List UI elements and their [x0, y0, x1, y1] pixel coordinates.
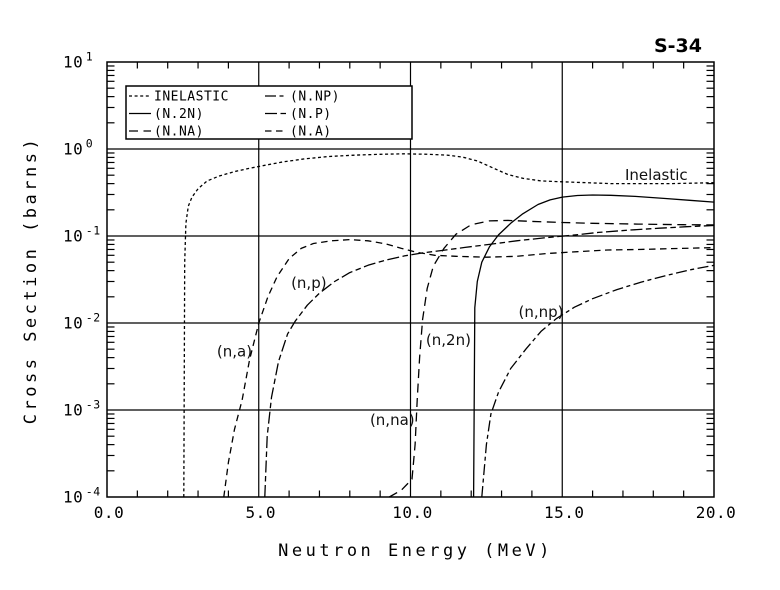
x-axis-title: Neutron Energy (MeV) — [278, 541, 553, 561]
legend-label-INELASTIC: INELASTIC — [154, 90, 229, 105]
curve-label-(n,2n): (n,2n) — [426, 331, 471, 349]
legend-label-(N.2N): (N.2N) — [154, 107, 204, 122]
x-tick-label-5.0: 5.0 — [246, 503, 276, 522]
y-tick-label-1e-1: 10 -1 — [63, 224, 101, 246]
x-tick-label-10.0: 10.0 — [392, 503, 433, 522]
x-tick-label-0.0: 0.0 — [94, 503, 124, 522]
legend-label-(N.A): (N.A) — [290, 125, 332, 140]
y-axis-title: Cross Section (barns) — [21, 136, 41, 424]
legend-label-(N.P): (N.P) — [290, 107, 332, 122]
curve-n2n — [472, 194, 715, 498]
legend-box — [125, 85, 413, 140]
curve-na — [223, 238, 715, 498]
plot-title: S-34 — [653, 35, 702, 57]
curve-label-(n,p): (n,p) — [291, 274, 327, 292]
curve-inelastic — [183, 153, 715, 498]
curve-nnp — [481, 264, 715, 498]
y-tick-label-1e-2: 10 -2 — [63, 311, 101, 333]
y-tick-label-1e-3: 10 -3 — [63, 398, 101, 420]
legend-label-(N.NA): (N.NA) — [154, 125, 204, 140]
x-tick-label-20.0: 20.0 — [696, 503, 737, 522]
curve-label-(n,np): (n,np) — [518, 303, 563, 321]
curve-label-Inelastic: Inelastic — [625, 166, 688, 184]
curve-np — [264, 224, 715, 498]
y-tick-label-1e0: 10 0 — [63, 137, 93, 159]
legend-label-(N.NP): (N.NP) — [290, 90, 340, 105]
y-tick-label-1e1: 10 1 — [63, 50, 93, 72]
curve-label-(n,na): (n,na) — [370, 411, 415, 429]
curve-nna — [388, 219, 715, 498]
plot-border — [106, 61, 715, 498]
curve-label-(n,a): (n,a) — [217, 343, 252, 361]
x-tick-label-15.0: 15.0 — [544, 503, 585, 522]
